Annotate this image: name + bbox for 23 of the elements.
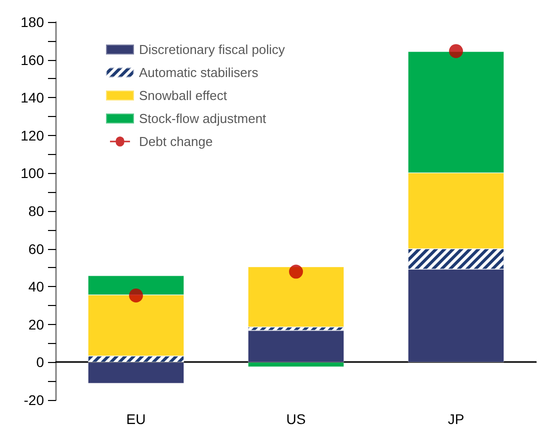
x-tick-label: JP [448,411,464,427]
y-tick-label: 60 [28,240,44,257]
legend-label: Debt change [139,134,213,149]
y-tick-label: 100 [20,165,44,182]
y-tick-label: 180 [20,14,44,30]
x-tick-label: EU [126,411,146,427]
bar [248,266,344,328]
x-tick-label: US [286,411,306,427]
legend-label: Snowball effect [139,88,228,103]
y-tick-label: 0 [36,354,44,370]
legend-label: Stock-flow adjustment [139,111,267,126]
y-tick-label: 20 [28,316,44,332]
point [449,44,463,58]
legend-label: Discretionary fiscal policy [139,42,286,57]
y-tick-label: 160 [20,52,44,68]
y-tick-label: 40 [28,278,44,295]
legend-label: Automatic stabilisers [139,65,259,80]
y-tick-label: -20 [24,392,44,408]
point [129,288,143,302]
point [289,264,303,279]
y-tick-label: 80 [28,203,44,219]
y-tick-label: 120 [20,127,44,144]
y-tick-label: 140 [20,90,44,106]
